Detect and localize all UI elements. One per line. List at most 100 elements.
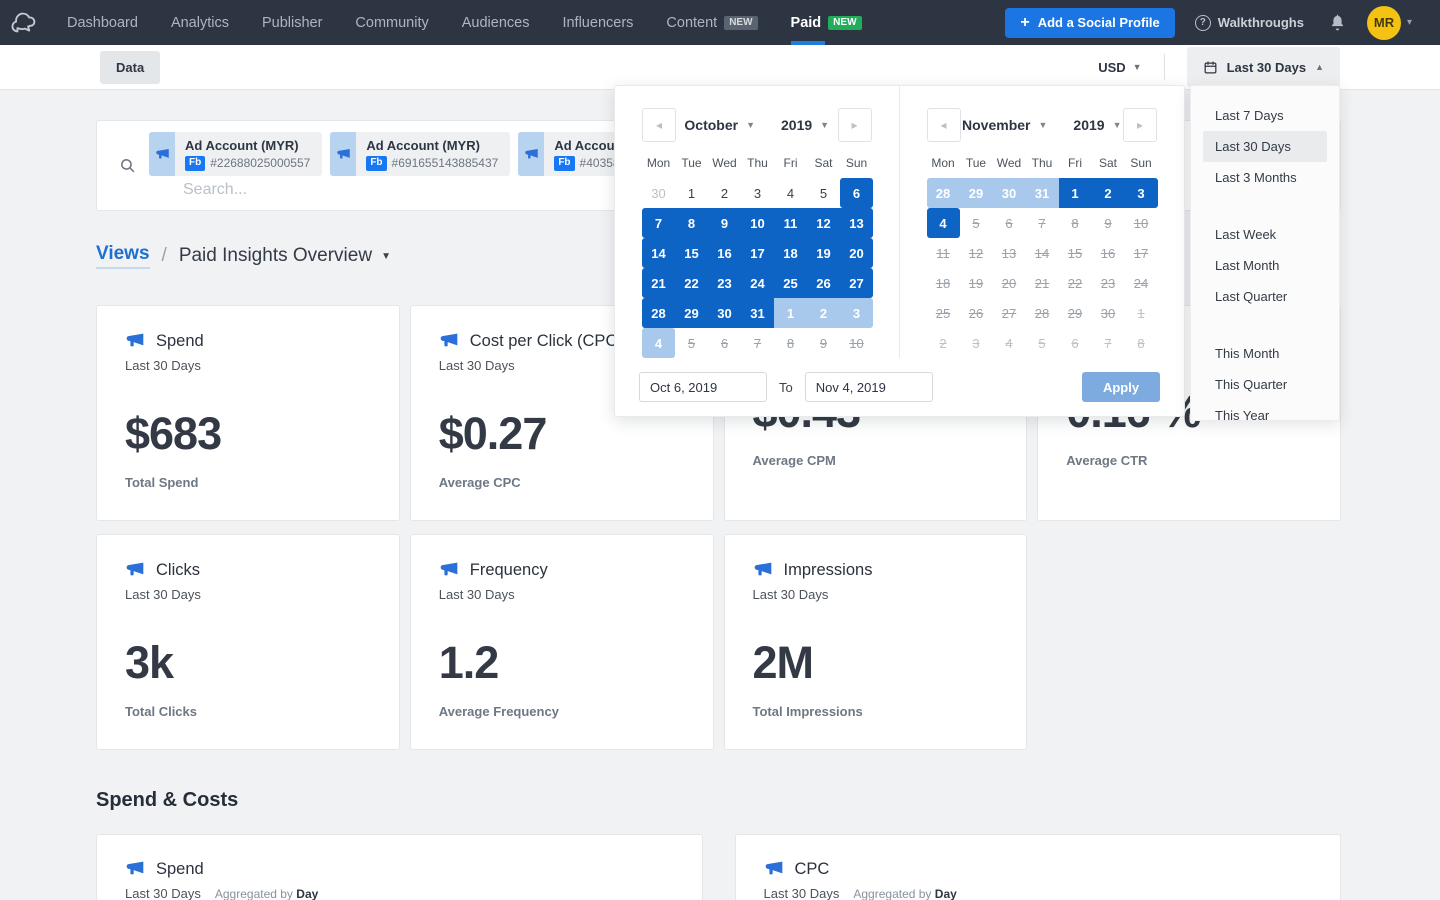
nav-item[interactable]: Dashboard — [67, 0, 138, 45]
ad-account-chip[interactable]: Ad Account (MYR) Fb #22688025000557 — [149, 132, 323, 176]
calendar-day[interactable]: 13 — [1001, 245, 1017, 261]
date-preset-item[interactable]: Last 30 Days — [1203, 131, 1327, 162]
prev-month-button[interactable]: ◂ — [642, 108, 676, 142]
nav-item[interactable]: Audiences — [462, 0, 530, 45]
date-preset-item[interactable]: Last Quarter — [1215, 289, 1288, 304]
calendar-day[interactable]: 3 — [840, 298, 873, 328]
calendar-day[interactable]: 28 — [926, 178, 960, 208]
next-month-button[interactable]: ▸ — [1123, 108, 1157, 142]
calendar-day[interactable]: 30 — [708, 298, 741, 328]
calendar-day[interactable]: 7 — [753, 335, 762, 351]
prev-month-button[interactable]: ◂ — [926, 108, 961, 142]
calendar-day[interactable]: 12 — [807, 208, 840, 238]
calendar-day[interactable]: 26 — [968, 305, 984, 321]
ad-account-chip[interactable]: Ad Account (MYR) Fb #691655143885437 — [330, 132, 511, 176]
calendar-day[interactable]: 2 — [807, 298, 840, 328]
calendar-day[interactable]: 3 — [1124, 178, 1158, 208]
calendar-day[interactable]: 30 — [651, 185, 666, 201]
calendar-day[interactable]: 16 — [1100, 245, 1116, 261]
date-preset-item[interactable]: This Year — [1215, 408, 1270, 423]
calendar-day[interactable]: 10 — [1133, 215, 1149, 231]
calendar-day[interactable]: 8 — [1071, 215, 1079, 231]
calendar-day[interactable]: 21 — [642, 268, 675, 298]
calendar-day[interactable]: 7 — [1104, 335, 1112, 351]
currency-select[interactable]: USD ▼ — [1098, 60, 1141, 75]
calendar-day[interactable]: 24 — [741, 268, 774, 298]
calendar-day[interactable]: 3 — [753, 185, 762, 201]
calendar-day[interactable]: 27 — [840, 268, 873, 298]
date-preset-item[interactable]: This Month — [1215, 346, 1280, 361]
calendar-day[interactable]: 9 — [1104, 215, 1112, 231]
month-select[interactable]: November ▼ — [962, 117, 1048, 133]
date-preset-item[interactable]: Last 7 Days — [1215, 108, 1284, 123]
aggregation-value[interactable]: Day — [934, 887, 957, 900]
calendar-day[interactable]: 24 — [1133, 275, 1149, 291]
calendar-day[interactable]: 9 — [708, 208, 741, 238]
calendar-day[interactable]: 25 — [774, 268, 807, 298]
calendar-day[interactable]: 5 — [972, 215, 980, 231]
date-range-button[interactable]: Last 30 Days ▲ — [1186, 47, 1340, 87]
calendar-day[interactable]: 7 — [1038, 215, 1046, 231]
date-preset-item[interactable]: Last 3 Months — [1215, 170, 1297, 185]
calendar-day[interactable]: 28 — [642, 298, 675, 328]
calendar-day[interactable]: 17 — [1133, 245, 1149, 261]
next-month-button[interactable]: ▸ — [837, 108, 872, 142]
calendar-day[interactable]: 2 — [939, 335, 947, 351]
calendar-day[interactable]: 8 — [786, 335, 795, 351]
calendar-day[interactable]: 20 — [1001, 275, 1017, 291]
date-preset-item[interactable]: Last Month — [1215, 258, 1280, 273]
calendar-day[interactable]: 28 — [1034, 305, 1050, 321]
nav-item[interactable]: Analytics — [171, 0, 229, 45]
calendar-day[interactable]: 30 — [992, 178, 1026, 208]
calendar-day[interactable]: 19 — [968, 275, 984, 291]
calendar-day[interactable]: 6 — [720, 335, 729, 351]
end-date-input[interactable] — [804, 372, 933, 402]
apply-button[interactable]: Apply — [1082, 372, 1160, 402]
calendar-day[interactable]: 14 — [1034, 245, 1050, 261]
calendar-day[interactable]: 1 — [1137, 305, 1145, 321]
notifications-bell-icon[interactable] — [1328, 13, 1347, 32]
calendar-day[interactable]: 31 — [1025, 178, 1059, 208]
calendar-day[interactable]: 31 — [741, 298, 774, 328]
search-input[interactable] — [183, 181, 583, 199]
calendar-day[interactable]: 16 — [708, 238, 741, 268]
date-preset-item[interactable]: This Quarter — [1215, 377, 1288, 392]
calendar-day[interactable]: 10 — [849, 335, 864, 351]
calendar-day[interactable]: 9 — [819, 335, 828, 351]
calendar-day[interactable]: 5 — [1038, 335, 1046, 351]
year-select[interactable]: 2019 ▼ — [1073, 117, 1122, 133]
nav-item[interactable]: Publisher — [262, 0, 322, 45]
calendar-day[interactable]: 6 — [1071, 335, 1079, 351]
user-menu[interactable]: MR ▾ — [1366, 5, 1412, 40]
nav-item[interactable]: Content NEW — [666, 0, 758, 45]
current-view-select[interactable]: Paid Insights Overview ▼ — [179, 245, 391, 267]
calendar-day[interactable]: 15 — [675, 238, 708, 268]
calendar-day[interactable]: 15 — [1067, 245, 1083, 261]
nav-item[interactable]: Paid NEW — [790, 0, 862, 45]
calendar-day[interactable]: 1 — [687, 185, 696, 201]
calendar-day[interactable]: 22 — [1067, 275, 1083, 291]
calendar-day[interactable]: 3 — [972, 335, 980, 351]
calendar-day[interactable]: 5 — [819, 185, 828, 201]
calendar-day[interactable]: 11 — [774, 208, 807, 238]
calendar-day[interactable]: 6 — [1005, 215, 1013, 231]
add-social-profile-button[interactable]: + Add a Social Profile — [1005, 7, 1175, 38]
calendar-day[interactable]: 4 — [642, 328, 675, 358]
calendar-day[interactable]: 4 — [1005, 335, 1013, 351]
month-select[interactable]: October ▼ — [684, 117, 756, 133]
calendar-day[interactable]: 5 — [687, 335, 696, 351]
nav-item[interactable]: Community — [355, 0, 428, 45]
data-tab-button[interactable]: Data — [100, 50, 161, 84]
calendar-day[interactable]: 17 — [741, 238, 774, 268]
calendar-day[interactable]: 18 — [935, 275, 951, 291]
calendar-day[interactable]: 25 — [935, 305, 951, 321]
calendar-day[interactable]: 6 — [840, 178, 873, 208]
views-link[interactable]: Views — [96, 243, 150, 269]
calendar-day[interactable]: 29 — [959, 178, 993, 208]
walkthroughs-button[interactable]: ? Walkthroughs — [1194, 14, 1304, 31]
date-preset-item[interactable]: Last Week — [1215, 227, 1277, 242]
start-date-input[interactable] — [639, 372, 767, 402]
calendar-day[interactable]: 27 — [1001, 305, 1017, 321]
calendar-day[interactable]: 13 — [840, 208, 873, 238]
calendar-day[interactable]: 8 — [675, 208, 708, 238]
